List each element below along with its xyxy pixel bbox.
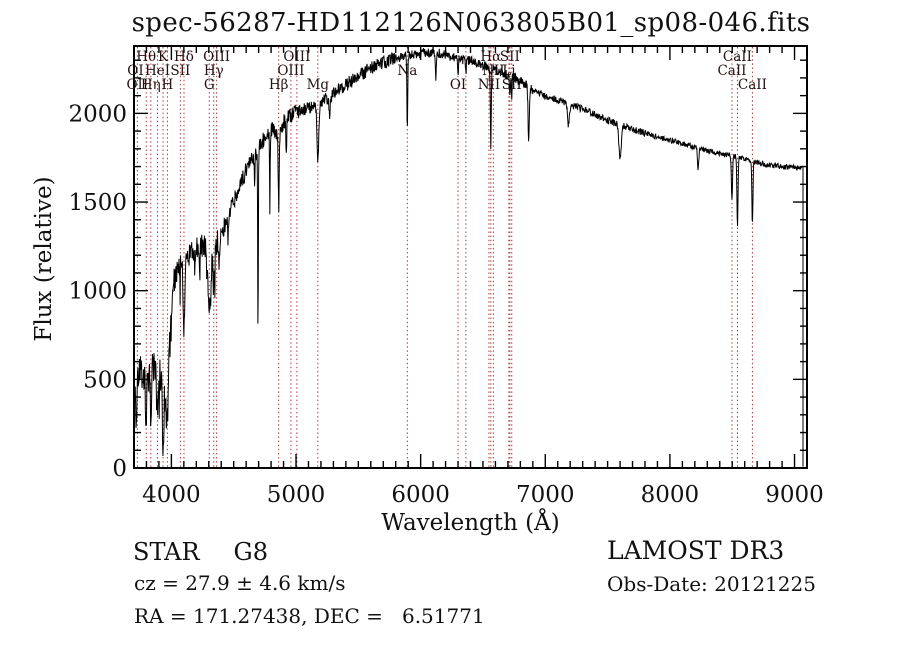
plot-frame bbox=[133, 45, 808, 469]
y-tick-label: 0 bbox=[112, 456, 127, 482]
spectral-line-label: Na bbox=[397, 63, 417, 79]
spectral-line-label: OII bbox=[126, 77, 148, 93]
x-tick-label: 8000 bbox=[641, 482, 700, 508]
spectral-line-label: Hα bbox=[480, 49, 501, 65]
plot-title: spec-56287-HD112126N063805B01_sp08-046.f… bbox=[131, 8, 811, 38]
y-tick-label: 1500 bbox=[68, 190, 127, 216]
spectral-line-label: HeI bbox=[145, 63, 170, 79]
y-tick-label: 1000 bbox=[68, 279, 127, 305]
subclass-label: G8 bbox=[233, 538, 268, 566]
spectral-line-label: Hβ bbox=[269, 77, 289, 93]
obs-date-line: Obs-Date: 20121225 bbox=[607, 572, 816, 596]
spectral-line-label: Hη bbox=[141, 77, 161, 93]
x-tick-label: 5000 bbox=[267, 482, 326, 508]
x-tick-label: 6000 bbox=[391, 482, 450, 508]
spectral-line-label: Hθ bbox=[136, 49, 156, 65]
object-class-line: STAR G8 bbox=[133, 538, 268, 566]
spectral-line-label: NII bbox=[478, 77, 500, 93]
spectral-line-label: CaII bbox=[738, 77, 767, 93]
spectral-line-label: K bbox=[158, 49, 169, 65]
spectral-line-label: G bbox=[204, 77, 215, 93]
class-label: STAR bbox=[133, 538, 200, 566]
y-tick-label: 2000 bbox=[68, 101, 127, 127]
spectral-line-label: Mg bbox=[307, 77, 330, 93]
spectral-line-label: SII bbox=[170, 63, 190, 79]
spectral-line-label: OIII bbox=[283, 49, 310, 65]
radec-line: RA = 171.27438, DEC = 6.51771 bbox=[134, 604, 485, 628]
x-tick-label: 7000 bbox=[516, 482, 575, 508]
spectral-line-label: OI bbox=[450, 77, 466, 93]
x-tick-label: 4000 bbox=[142, 482, 201, 508]
y-tick-label: 500 bbox=[83, 367, 127, 393]
spectral-line-label: OIII bbox=[277, 63, 304, 79]
spectral-line-label: OI bbox=[127, 63, 143, 79]
spectral-line-label: SII bbox=[500, 49, 520, 65]
x-tick-label: 9000 bbox=[765, 482, 824, 508]
spectral-line-label: CaII bbox=[717, 63, 746, 79]
spectral-line-label: Hδ bbox=[174, 49, 194, 65]
spectral-line-label: H bbox=[162, 77, 174, 93]
spectral-line-label: OIII bbox=[203, 49, 230, 65]
spectrum-curve bbox=[134, 47, 804, 467]
survey-label: LAMOST DR3 bbox=[607, 536, 785, 565]
spectral-line-label: Hγ bbox=[204, 63, 224, 79]
spectral-line-label: CaII bbox=[723, 49, 752, 65]
x-axis-title: Wavelength (Å) bbox=[381, 510, 560, 536]
cz-line: cz = 27.9 ± 4.6 km/s bbox=[134, 571, 346, 595]
